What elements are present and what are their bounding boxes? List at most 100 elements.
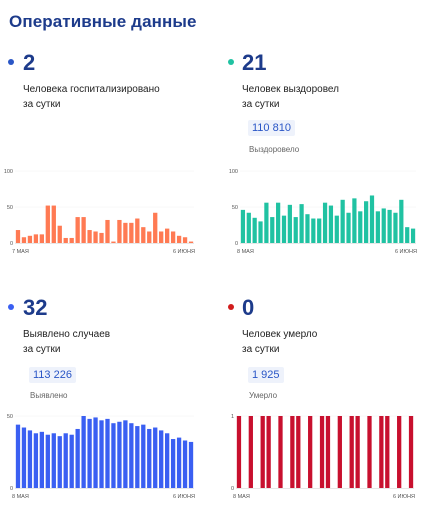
cases-bar xyxy=(51,433,56,488)
hospitalized-bar xyxy=(170,231,176,243)
hospitalized-bar xyxy=(147,231,152,243)
deaths-y-tick-label: 0 xyxy=(231,486,234,492)
hospitalized-bar xyxy=(188,241,194,243)
hospitalized-desc-line2: за сутки xyxy=(23,99,61,110)
cases-bullet xyxy=(8,304,14,310)
recovered-bar xyxy=(240,209,246,243)
cases-desc-line1: Выявлено случаев xyxy=(23,329,111,340)
hospitalized-bar xyxy=(135,218,140,243)
cases-bar xyxy=(182,440,188,488)
recovered-bar xyxy=(340,199,345,243)
recovered-bar xyxy=(334,215,339,243)
cases-total-label: Выявлено xyxy=(30,391,68,400)
deaths-total-label: Умерло xyxy=(249,391,278,400)
hospitalized-bar xyxy=(57,225,62,243)
recovered-bar xyxy=(405,227,410,243)
hospitalized-bar xyxy=(117,219,122,243)
recovered-description: Человек выздоровел за сутки xyxy=(242,82,417,112)
cases-y-tick-label: 50 xyxy=(7,414,13,420)
hospitalized-bar xyxy=(75,217,80,243)
recovered-total-label: Выздоровело xyxy=(249,145,300,154)
recovered-panel: 21 Человек выздоровел за сутки 110 810 В… xyxy=(215,48,430,255)
recovered-bar xyxy=(364,201,369,243)
recovered-total: 110 810 xyxy=(248,120,295,136)
recovered-bar xyxy=(387,209,392,243)
hospitalized-count: 2 xyxy=(23,50,36,75)
recovered-bar xyxy=(352,198,357,243)
deaths-bar xyxy=(266,416,271,488)
recovered-x-end-label: 6 ИЮНЯ xyxy=(395,249,417,255)
recovered-bar xyxy=(399,199,404,243)
deaths-chart: 0 1 8 МАЯ 6 ИЮНЯ xyxy=(231,414,415,500)
recovered-bar xyxy=(381,208,386,243)
hospitalized-description: Человека госпитализировано за сутки xyxy=(23,82,198,112)
cases-x-start-label: 8 МАЯ xyxy=(12,494,29,500)
hospitalized-bar xyxy=(39,234,44,243)
cases-bar xyxy=(63,433,68,488)
deaths-bar xyxy=(248,416,253,488)
cases-bar xyxy=(153,427,158,488)
deaths-bar xyxy=(379,416,384,488)
cases-bar xyxy=(188,441,194,488)
deaths-bar xyxy=(349,416,354,488)
hospitalized-x-end-label: 6 ИЮНЯ xyxy=(173,249,195,255)
cases-bar xyxy=(57,436,62,488)
cases-bar xyxy=(176,437,182,488)
hospitalized-y-tick-label: 100 xyxy=(4,169,13,175)
deaths-y-tick-label: 1 xyxy=(231,414,234,420)
recovered-bar xyxy=(276,202,281,243)
hospitalized-bar xyxy=(15,230,21,243)
cases-bar xyxy=(21,427,27,488)
hospitalized-bar xyxy=(27,235,33,243)
deaths-bar xyxy=(367,416,372,488)
cases-y-tick-label: 0 xyxy=(10,486,13,492)
cases-bar xyxy=(129,423,134,488)
recovered-bar xyxy=(270,217,275,243)
deaths-bar xyxy=(260,416,265,488)
cases-count: 32 xyxy=(23,295,48,320)
hospitalized-bar xyxy=(105,219,110,243)
recovered-y-tick-label: 0 xyxy=(235,241,238,247)
hospitalized-bar xyxy=(63,237,68,243)
hospitalized-bar xyxy=(87,230,92,243)
hospitalized-bar xyxy=(69,237,74,243)
cases-bar xyxy=(123,420,128,488)
deaths-bar xyxy=(385,416,390,488)
hospitalized-bar xyxy=(51,205,56,243)
cases-bar xyxy=(105,418,110,488)
deaths-x-start-label: 8 МАЯ xyxy=(233,494,250,500)
hospitalized-bullet xyxy=(8,59,14,65)
deaths-bar xyxy=(296,416,301,488)
cases-bar xyxy=(93,417,98,488)
cases-bar xyxy=(87,418,92,488)
cases-bar xyxy=(111,423,116,488)
hospitalized-bar xyxy=(159,231,164,243)
recovered-bar xyxy=(393,212,398,243)
recovered-bar xyxy=(287,204,292,243)
cases-bar xyxy=(141,424,146,488)
hospitalized-bar xyxy=(21,237,27,243)
cases-bar xyxy=(81,416,86,488)
deaths-bar xyxy=(236,416,242,488)
hospitalized-bar xyxy=(182,237,188,243)
deaths-bar xyxy=(337,416,342,488)
deaths-bar xyxy=(290,416,295,488)
recovered-desc-line1: Человек выздоровел xyxy=(242,84,339,95)
hospitalized-bar xyxy=(176,235,182,243)
cases-bar xyxy=(147,428,152,488)
recovered-y-tick-label: 100 xyxy=(229,169,238,175)
recovered-bar xyxy=(328,205,334,243)
recovered-bar xyxy=(305,214,310,243)
recovered-bar xyxy=(375,211,380,243)
hospitalized-chart: 0 50 100 7 МАЯ 6 ИЮНЯ xyxy=(4,169,195,255)
cases-bar xyxy=(135,426,140,488)
recovered-bar xyxy=(322,202,328,243)
recovered-bar xyxy=(317,218,322,243)
recovered-bar xyxy=(281,215,287,243)
deaths-bar xyxy=(278,416,283,488)
hospitalized-bar xyxy=(165,228,170,243)
recovered-count: 21 xyxy=(242,50,267,75)
deaths-bullet xyxy=(228,304,234,310)
cases-chart: 0 50 8 МАЯ 6 ИЮНЯ xyxy=(7,414,195,500)
cases-desc-line2: за сутки xyxy=(23,344,61,355)
